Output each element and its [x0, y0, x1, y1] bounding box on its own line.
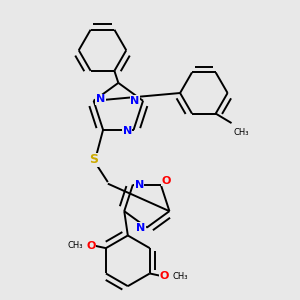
Text: CH₃: CH₃ [173, 272, 188, 280]
Text: N: N [130, 96, 140, 106]
Text: CH₃: CH₃ [67, 241, 83, 250]
Text: O: O [160, 271, 169, 281]
Text: O: O [86, 241, 96, 250]
Text: CH₃: CH₃ [233, 128, 249, 137]
Text: O: O [162, 176, 171, 186]
Text: S: S [89, 153, 98, 167]
Text: N: N [136, 223, 145, 232]
Text: N: N [96, 94, 105, 104]
Text: N: N [123, 126, 132, 136]
Text: N: N [135, 180, 144, 190]
